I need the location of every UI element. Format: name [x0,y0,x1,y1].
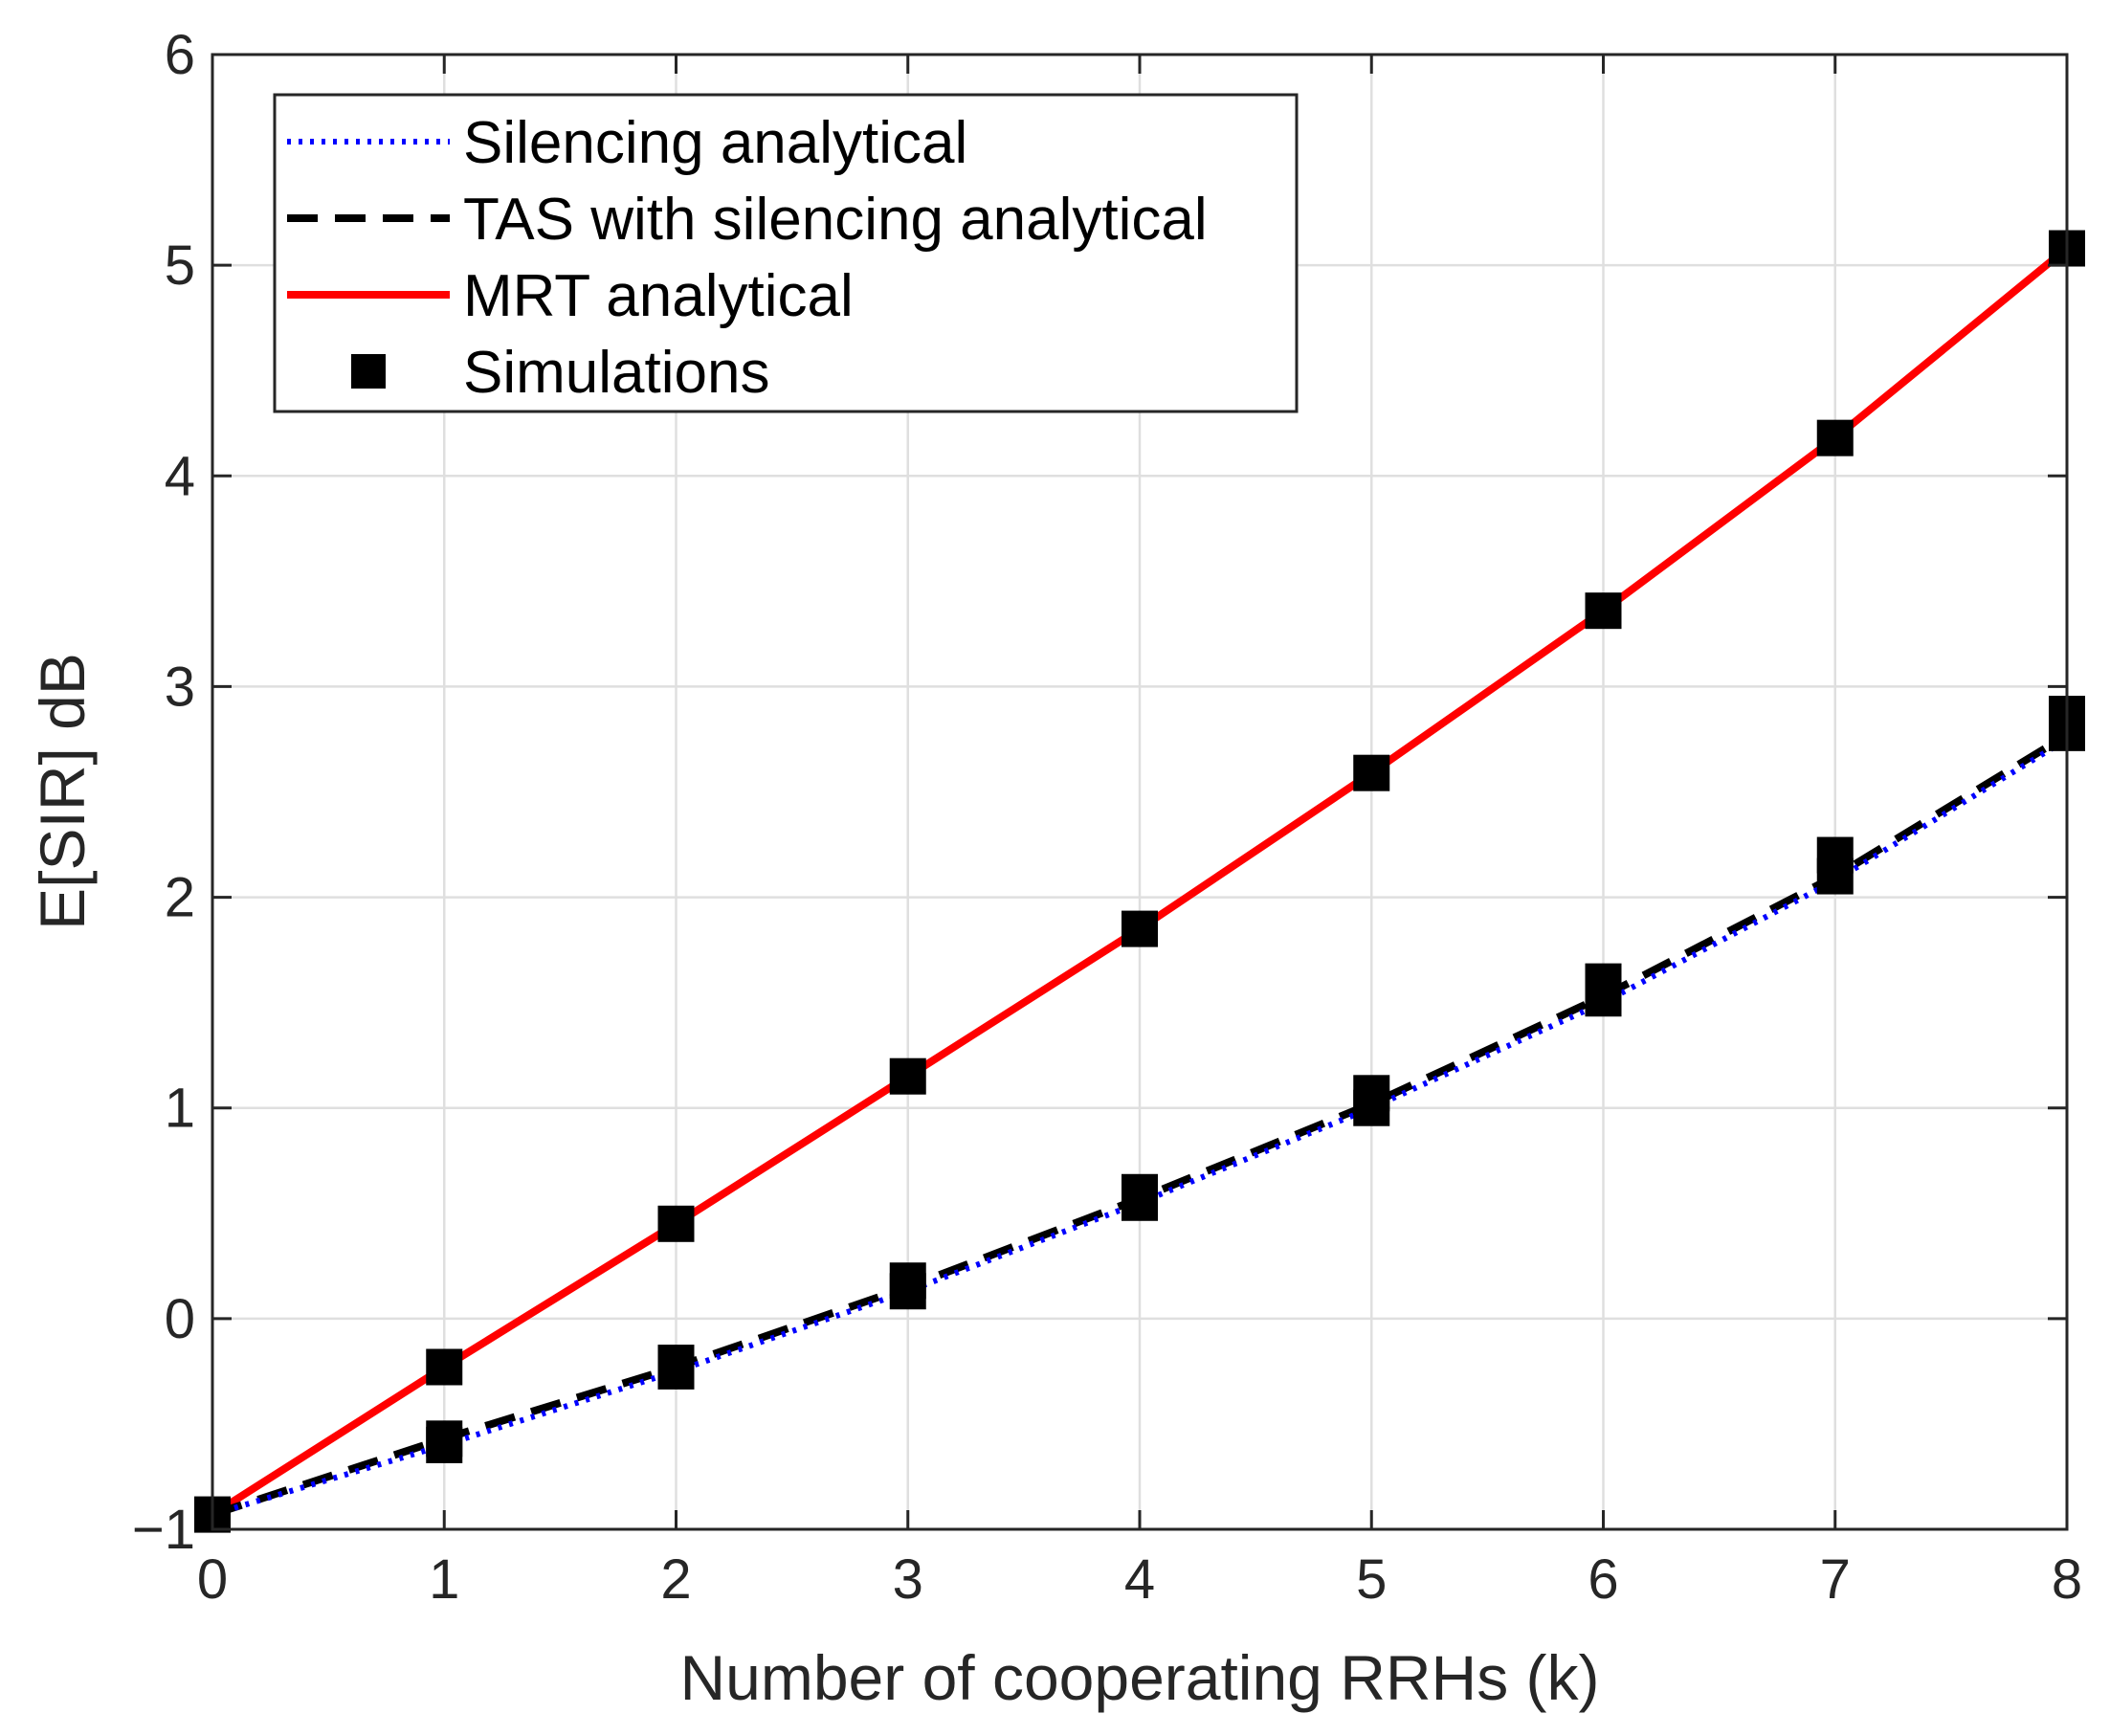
x-tick-label: 7 [1820,1548,1851,1611]
simulation-marker [1816,419,1854,456]
x-tick-label: 5 [1356,1548,1387,1611]
y-tick-label: 4 [165,445,195,507]
y-tick-label: 6 [165,24,195,86]
y-tick-label: 5 [165,234,195,297]
legend: Silencing analytical TAS with silencing a… [273,93,1299,413]
y-tick-label: 0 [165,1288,195,1350]
x-tick-label: 1 [429,1548,459,1611]
y-tick-label: 2 [165,867,195,929]
legend-box [273,93,1299,413]
simulation-marker [1353,754,1390,791]
y-axis-label: E[SIR] dB [27,653,98,930]
simulation-marker [1816,836,1854,874]
legend-label-1: TAS with silencing analytical [463,187,1208,253]
simulation-marker [1585,963,1622,1000]
y-tick-label: 3 [165,656,195,718]
simulation-marker [426,1420,463,1458]
y-tick-label: −1 [132,1499,195,1561]
legend-label-2: MRT analytical [463,263,854,329]
x-tick-label: 8 [2052,1548,2082,1611]
x-tick-label: 4 [1124,1548,1155,1611]
simulation-marker [889,1262,926,1300]
simulation-marker [1353,1075,1390,1112]
y-tick-label: 1 [165,1078,195,1140]
x-tick-label: 0 [197,1548,228,1611]
legend-marker-simulations [351,354,386,389]
simulation-marker [1122,910,1158,947]
x-axis-label: Number of cooperating RRHs (k) [680,1642,1600,1713]
simulation-marker [1585,592,1622,630]
simulation-marker [889,1057,926,1095]
simulation-marker [1122,1173,1158,1211]
x-tick-label: 2 [660,1548,691,1611]
simulation-marker [657,1205,695,1242]
x-tick-label: 6 [1588,1548,1618,1611]
simulation-marker [426,1348,463,1386]
legend-label-3: Simulations [463,340,769,406]
simulation-marker [657,1345,695,1382]
x-tick-label: 3 [893,1548,923,1611]
legend-label-0: Silencing analytical [463,110,967,176]
